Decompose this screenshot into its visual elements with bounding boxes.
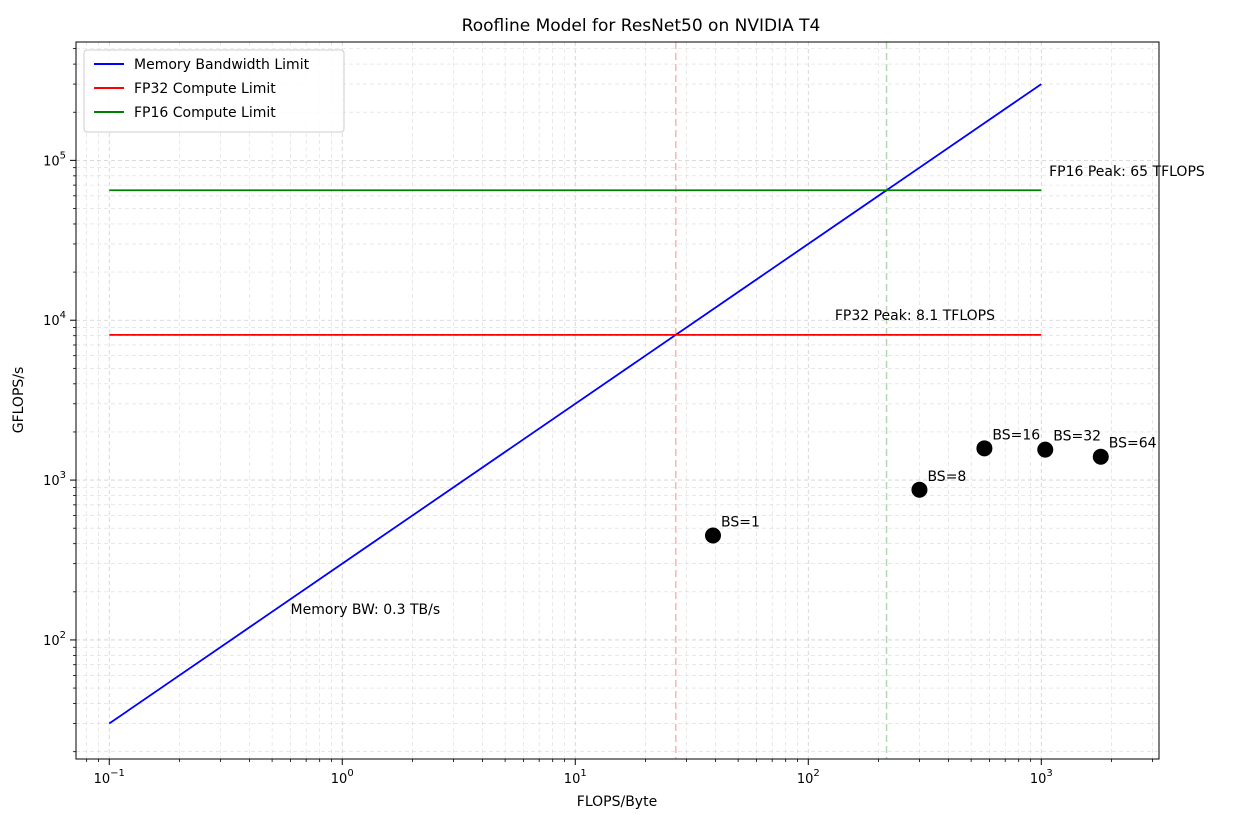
- x-tick-label: 10−1: [94, 768, 125, 787]
- series-lines: [108, 83, 1042, 725]
- x-tick-label: 101: [564, 768, 587, 787]
- series-line-memory-bandwidth-limit: [108, 83, 1042, 725]
- data-points: BS=1 BS=8 BS=16 BS=32 BS=64: [704, 427, 1157, 544]
- y-tick-exponent: 4: [60, 310, 66, 321]
- legend-entry: FP32 Compute Limit: [134, 81, 276, 97]
- y-tick-label: 103: [43, 470, 66, 489]
- plot-frame: [75, 41, 1160, 760]
- grid: [76, 42, 1159, 759]
- data-point-label: BS=32: [1053, 429, 1101, 445]
- legend: Memory Bandwidth Limit FP32 Compute Limit…: [83, 49, 345, 133]
- y-axis-label: GFLOPS/s: [11, 367, 27, 434]
- data-point-label: BS=64: [1109, 436, 1157, 452]
- y-tick-label: 102: [43, 630, 66, 649]
- x-tick-exponent: 3: [1046, 768, 1052, 779]
- annotation-fp32-peak: FP32 Peak: 8.1 TFLOPS: [835, 308, 995, 324]
- x-tick-exponent: 1: [580, 768, 586, 779]
- x-tick-base: 10: [1030, 772, 1047, 787]
- data-point: [1092, 448, 1109, 465]
- x-tick-base: 10: [331, 772, 348, 787]
- annotation-fp16-peak: FP16 Peak: 65 TFLOPS: [1049, 164, 1205, 180]
- data-point: [704, 527, 721, 544]
- x-tick-exponent: −1: [110, 768, 125, 779]
- data-point: [911, 481, 928, 498]
- y-tick-exponent: 5: [60, 150, 66, 161]
- x-axis-label: FLOPS/Byte: [577, 794, 657, 810]
- data-point: [976, 440, 993, 457]
- legend-box: [83, 49, 345, 133]
- x-tick-base: 10: [797, 772, 814, 787]
- x-tick-label: 100: [331, 768, 354, 787]
- y-tick-label: 105: [43, 150, 66, 169]
- x-axis-ticks: 10−1 100 101 102 103: [86, 759, 1153, 787]
- y-tick-base: 10: [43, 314, 60, 329]
- y-tick-base: 10: [43, 634, 60, 649]
- annotation-memory-bw: Memory BW: 0.3 TB/s: [291, 602, 441, 618]
- y-tick-exponent: 3: [60, 470, 66, 481]
- x-tick-exponent: 0: [347, 768, 353, 779]
- x-tick-base: 10: [94, 772, 111, 787]
- data-point: [1037, 441, 1054, 458]
- x-tick-exponent: 2: [813, 768, 819, 779]
- data-point-label: BS=8: [927, 469, 966, 485]
- vertical-reference-lines: [675, 42, 888, 759]
- legend-entry: FP16 Compute Limit: [134, 105, 276, 121]
- y-tick-base: 10: [43, 474, 60, 489]
- x-tick-base: 10: [564, 772, 581, 787]
- data-point-label: BS=1: [721, 515, 760, 531]
- legend-entry: Memory Bandwidth Limit: [134, 57, 310, 73]
- y-tick-label: 104: [43, 310, 66, 329]
- data-point-label: BS=16: [992, 427, 1040, 443]
- y-tick-exponent: 2: [60, 630, 66, 641]
- annotations: FP16 Peak: 65 TFLOPS FP32 Peak: 8.1 TFLOP…: [291, 164, 1205, 618]
- y-tick-base: 10: [43, 154, 60, 169]
- x-tick-label: 103: [1030, 768, 1053, 787]
- chart-title: Roofline Model for ResNet50 on NVIDIA T4: [462, 16, 821, 36]
- x-tick-label: 102: [797, 768, 820, 787]
